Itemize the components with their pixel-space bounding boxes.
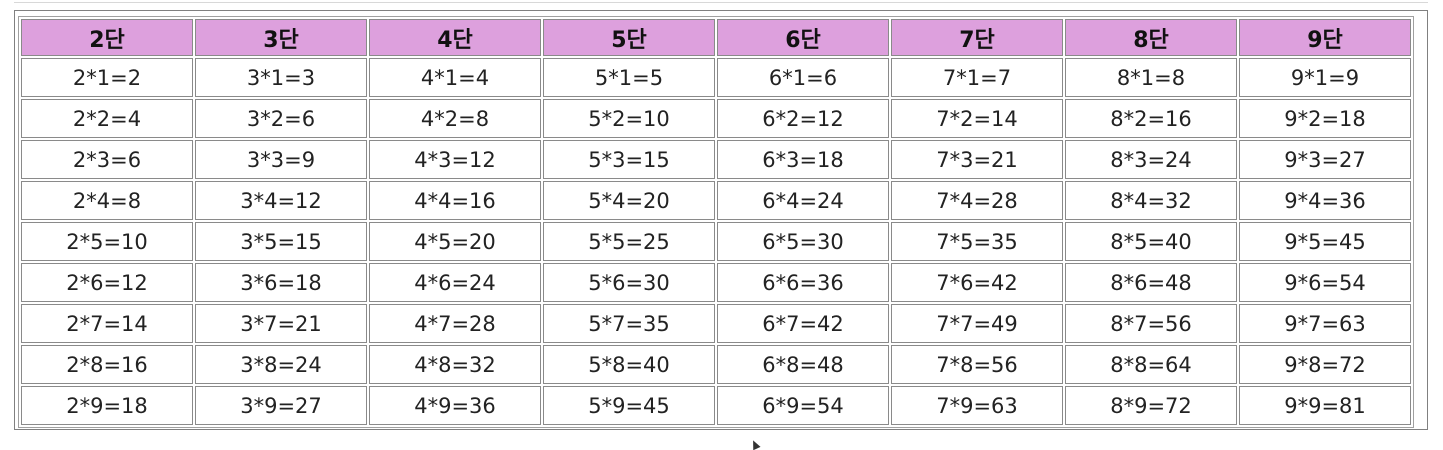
header-dan-7: 7단 [891, 19, 1063, 56]
table-cell: 2*1=2 [21, 58, 193, 97]
table-row: 2*9=18 3*9=27 4*9=36 5*9=45 6*9=54 7*9=6… [21, 386, 1411, 425]
table-cell: 5*1=5 [543, 58, 715, 97]
table-cell: 4*6=24 [369, 263, 541, 302]
multiplication-table: 2단 3단 4단 5단 6단 7단 8단 9단 2*1=2 3*1=3 4*1=… [18, 16, 1414, 428]
table-cell: 6*3=18 [717, 140, 889, 179]
table-cell: 5*7=35 [543, 304, 715, 343]
table-cell: 3*2=6 [195, 99, 367, 138]
table-cell: 7*5=35 [891, 222, 1063, 261]
table-cell: 5*2=10 [543, 99, 715, 138]
table-row: 2*3=6 3*3=9 4*3=12 5*3=15 6*3=18 7*3=21 … [21, 140, 1411, 179]
table-cell: 8*7=56 [1065, 304, 1237, 343]
table-cell: 8*8=64 [1065, 345, 1237, 384]
table-cell: 2*8=16 [21, 345, 193, 384]
header-dan-5: 5단 [543, 19, 715, 56]
table-cell: 8*4=32 [1065, 181, 1237, 220]
table-cell: 2*3=6 [21, 140, 193, 179]
table-row: 2*5=10 3*5=15 4*5=20 5*5=25 6*5=30 7*5=3… [21, 222, 1411, 261]
header-dan-6: 6단 [717, 19, 889, 56]
table-frame: 2단 3단 4단 5단 6단 7단 8단 9단 2*1=2 3*1=3 4*1=… [14, 10, 1428, 430]
table-cell: 7*2=14 [891, 99, 1063, 138]
table-cell: 7*1=7 [891, 58, 1063, 97]
table-cell: 4*3=12 [369, 140, 541, 179]
header-dan-4: 4단 [369, 19, 541, 56]
table-cell: 3*1=3 [195, 58, 367, 97]
table-cell: 2*5=10 [21, 222, 193, 261]
table-cell: 5*8=40 [543, 345, 715, 384]
table-cell: 4*5=20 [369, 222, 541, 261]
table-cell: 4*4=16 [369, 181, 541, 220]
table-cell: 8*1=8 [1065, 58, 1237, 97]
table-cell: 5*9=45 [543, 386, 715, 425]
table-cell: 4*8=32 [369, 345, 541, 384]
table-cell: 6*6=36 [717, 263, 889, 302]
table-cell: 5*6=30 [543, 263, 715, 302]
table-cell: 8*3=24 [1065, 140, 1237, 179]
table-cell: 2*7=14 [21, 304, 193, 343]
table-cell: 9*8=72 [1239, 345, 1411, 384]
table-cell: 2*4=8 [21, 181, 193, 220]
page-top-divider [14, 2, 1428, 3]
header-dan-2: 2단 [21, 19, 193, 56]
table-row: 2*6=12 3*6=18 4*6=24 5*6=30 6*6=36 7*6=4… [21, 263, 1411, 302]
table-cell: 3*8=24 [195, 345, 367, 384]
table-cell: 5*5=25 [543, 222, 715, 261]
table-cell: 5*4=20 [543, 181, 715, 220]
header-dan-8: 8단 [1065, 19, 1237, 56]
table-cell: 7*9=63 [891, 386, 1063, 425]
table-row: 2*8=16 3*8=24 4*8=32 5*8=40 6*8=48 7*8=5… [21, 345, 1411, 384]
table-cell: 7*4=28 [891, 181, 1063, 220]
table-cell: 2*2=4 [21, 99, 193, 138]
table-cell: 9*4=36 [1239, 181, 1411, 220]
table-cell: 8*6=48 [1065, 263, 1237, 302]
table-cell: 3*9=27 [195, 386, 367, 425]
table-cell: 3*5=15 [195, 222, 367, 261]
table-cell: 3*6=18 [195, 263, 367, 302]
table-cell: 9*6=54 [1239, 263, 1411, 302]
table-cell: 3*7=21 [195, 304, 367, 343]
table-row: 2*2=4 3*2=6 4*2=8 5*2=10 6*2=12 7*2=14 8… [21, 99, 1411, 138]
table-cell: 6*8=48 [717, 345, 889, 384]
table-cell: 3*4=12 [195, 181, 367, 220]
mouse-pointer-icon [749, 438, 761, 450]
table-row: 2*1=2 3*1=3 4*1=4 5*1=5 6*1=6 7*1=7 8*1=… [21, 58, 1411, 97]
table-cell: 9*2=18 [1239, 99, 1411, 138]
table-cell: 4*9=36 [369, 386, 541, 425]
table-cell: 7*8=56 [891, 345, 1063, 384]
table-cell: 6*7=42 [717, 304, 889, 343]
table-cell: 6*4=24 [717, 181, 889, 220]
table-cell: 7*6=42 [891, 263, 1063, 302]
table-row: 2*7=14 3*7=21 4*7=28 5*7=35 6*7=42 7*7=4… [21, 304, 1411, 343]
table-cell: 9*5=45 [1239, 222, 1411, 261]
table-cell: 5*3=15 [543, 140, 715, 179]
table-row: 2*4=8 3*4=12 4*4=16 5*4=20 6*4=24 7*4=28… [21, 181, 1411, 220]
table-cell: 6*9=54 [717, 386, 889, 425]
table-cell: 3*3=9 [195, 140, 367, 179]
table-cell: 8*5=40 [1065, 222, 1237, 261]
table-cell: 6*1=6 [717, 58, 889, 97]
table-cell: 6*5=30 [717, 222, 889, 261]
table-cell: 8*9=72 [1065, 386, 1237, 425]
table-cell: 9*3=27 [1239, 140, 1411, 179]
table-cell: 2*9=18 [21, 386, 193, 425]
table-cell: 7*7=49 [891, 304, 1063, 343]
table-cell: 6*2=12 [717, 99, 889, 138]
table-cell: 9*1=9 [1239, 58, 1411, 97]
table-cell: 2*6=12 [21, 263, 193, 302]
table-cell: 4*1=4 [369, 58, 541, 97]
table-cell: 8*2=16 [1065, 99, 1237, 138]
table-cell: 7*3=21 [891, 140, 1063, 179]
table-cell: 9*9=81 [1239, 386, 1411, 425]
table-cell: 4*7=28 [369, 304, 541, 343]
header-dan-3: 3단 [195, 19, 367, 56]
table-header-row: 2단 3단 4단 5단 6단 7단 8단 9단 [21, 19, 1411, 56]
table-cell: 9*7=63 [1239, 304, 1411, 343]
header-dan-9: 9단 [1239, 19, 1411, 56]
table-cell: 4*2=8 [369, 99, 541, 138]
